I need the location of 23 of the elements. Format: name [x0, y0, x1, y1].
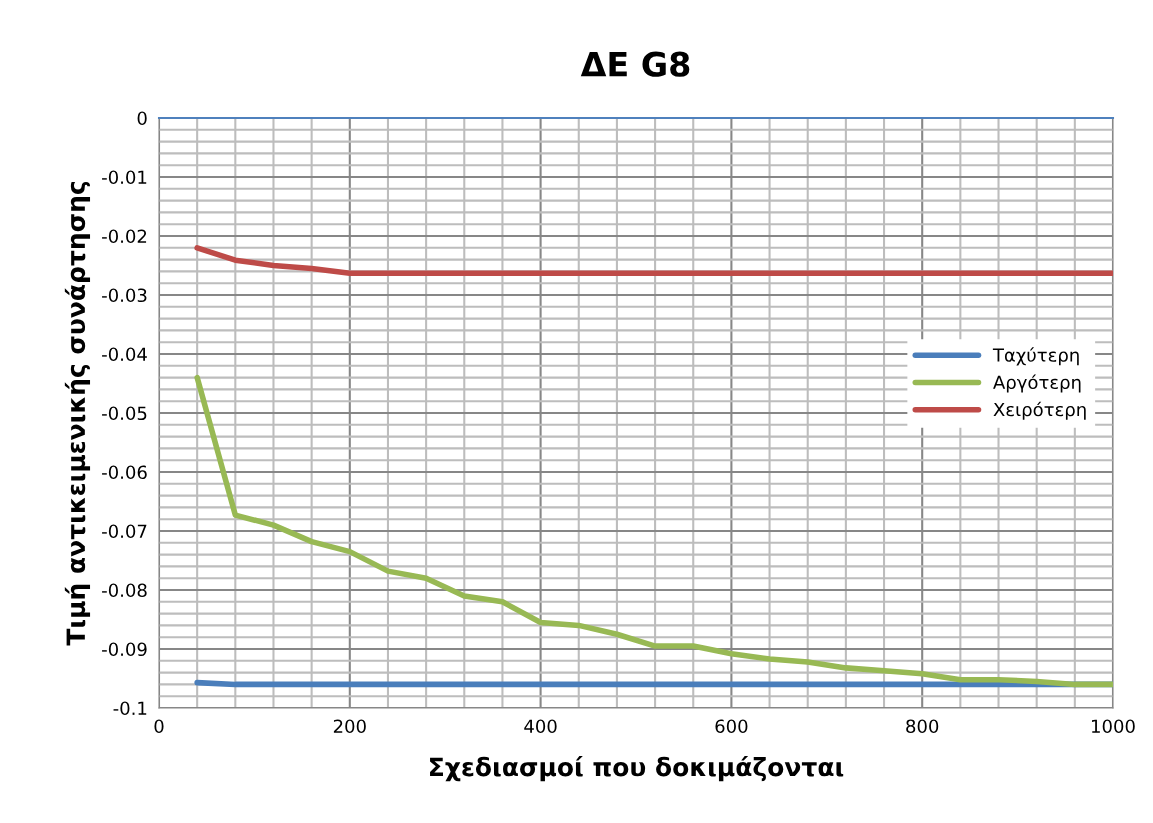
y-tick-label: -0.09	[102, 642, 147, 657]
y-tick-label: -0.04	[102, 347, 147, 362]
legend-label: Χειρότερη	[993, 401, 1086, 420]
y-tick-label: -0.1	[113, 701, 147, 716]
y-tick-label: -0.03	[102, 288, 147, 303]
x-axis-title: Σχεδιασμοί που δοκιμάζονται	[430, 756, 844, 782]
x-tick-label: 0	[154, 719, 164, 734]
y-tick-label: -0.07	[102, 524, 147, 539]
y-tick-label: -0.01	[102, 170, 147, 185]
legend-label: Αργότερη	[993, 374, 1081, 393]
y-tick-label: -0.05	[102, 406, 147, 421]
y-tick-label: -0.08	[102, 583, 147, 598]
y-axis-title: Τιμή αντικειμενικής συνάρτησης	[64, 181, 91, 646]
x-tick-label: 600	[715, 719, 748, 734]
y-tick-label: -0.06	[102, 465, 147, 480]
y-tick-label: 0	[137, 111, 147, 126]
chart-title: ΔE G8	[580, 51, 690, 77]
y-tick-label: -0.02	[102, 229, 147, 244]
x-tick-label: 800	[906, 719, 939, 734]
x-tick-label: 400	[524, 719, 557, 734]
x-tick-label: 200	[333, 719, 366, 734]
x-tick-label: 1000	[1092, 719, 1135, 734]
legend-label: Ταχύτερη	[992, 347, 1079, 366]
